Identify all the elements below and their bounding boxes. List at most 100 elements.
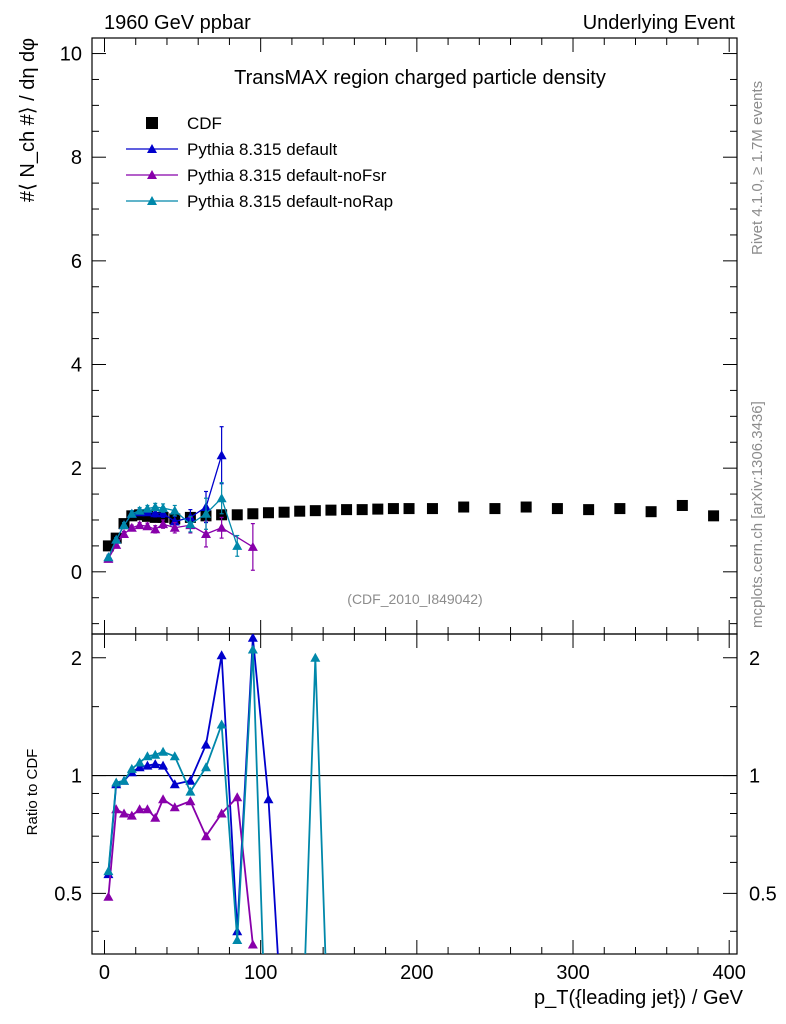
- series-pythia-8-315-default-nofsr: [103, 516, 258, 571]
- ratio-data-point: [216, 808, 227, 818]
- cdf-data-point: [356, 504, 368, 516]
- main-axis-ticks: 0 2 4 6 8 10: [60, 38, 737, 634]
- legend-label: CDF: [187, 114, 222, 133]
- header-right: Underlying Event: [583, 12, 736, 34]
- data-point: [142, 503, 153, 513]
- ratio-data-point: [119, 808, 130, 818]
- x-axis-label: p_T({leading jet}) / GeV: [534, 987, 744, 1009]
- ratio-series-pythia-8-315-default-nofsr: [103, 792, 258, 949]
- cdf-data-point: [645, 506, 657, 518]
- ratio-data-point: [158, 794, 169, 804]
- cdf-data-point: [403, 503, 415, 515]
- cdf-data-point: [278, 506, 290, 518]
- x-tick-label: 200: [400, 962, 433, 984]
- data-point: [150, 508, 161, 518]
- legend-label: Pythia 8.315 default-noRap: [187, 192, 393, 211]
- ratio-y-tick-label-right: 1: [749, 766, 760, 788]
- ratio-data-point: [134, 804, 145, 814]
- ratio-data-point: [169, 779, 180, 789]
- mcplots-label: mcplots.cern.ch [arXiv:1306.3436]: [749, 401, 766, 628]
- cdf-data-point: [247, 508, 259, 520]
- ratio-data-point: [169, 751, 180, 761]
- data-point: [201, 528, 212, 538]
- ratio-series-pythia-8-315-default: [103, 634, 279, 954]
- ratio-data-point: [201, 739, 212, 749]
- ratio-data-point: [201, 831, 212, 841]
- main-y-tick-label: 0: [71, 562, 82, 584]
- data-point: [126, 522, 137, 532]
- ratio-axis-ticks: 0.5 0.5 1 1 2 2 0 100 200 300 400: [54, 634, 777, 984]
- data-point: [150, 502, 161, 512]
- ratio-data-point: [201, 762, 212, 772]
- ratio-series-line: [107, 649, 327, 954]
- data-point: [216, 522, 227, 532]
- x-tick-label: 300: [556, 962, 589, 984]
- ratio-data-point: [126, 810, 137, 820]
- ratio-data-point: [134, 762, 145, 772]
- data-point: [111, 534, 122, 544]
- ratio-data-point: [247, 634, 258, 642]
- data-point: [169, 516, 180, 526]
- ratio-data-point: [142, 751, 153, 761]
- data-point: [126, 508, 137, 518]
- cdf-data-point: [426, 503, 438, 515]
- ratio-data-point: [169, 802, 180, 812]
- ratio-plot-marks: [103, 634, 327, 954]
- cdf-data-point: [551, 503, 563, 515]
- ratio-data-point: [310, 652, 321, 662]
- legend: CDF Pythia 8.315 default Pythia 8.315 defa…: [126, 114, 393, 211]
- cdf-data-point: [372, 503, 384, 515]
- legend-label: Pythia 8.315 default: [187, 140, 338, 159]
- data-point: [119, 520, 130, 530]
- legend-marker-triangle: [147, 144, 157, 153]
- cdf-data-point: [309, 505, 321, 517]
- main-y-tick-label: 6: [71, 251, 82, 273]
- data-point: [169, 505, 180, 515]
- ratio-panel-frame: [91, 633, 738, 955]
- data-point: [216, 493, 227, 503]
- cdf-data-point: [141, 510, 153, 522]
- data-point: [142, 521, 153, 531]
- data-point: [232, 540, 243, 550]
- ratio-data-point: [103, 866, 114, 876]
- ratio-data-point: [150, 812, 161, 822]
- main-y-tick-label: 2: [71, 458, 82, 480]
- cdf-data-point: [520, 501, 532, 513]
- cdf-data-point: [676, 499, 688, 511]
- data-point: [103, 552, 114, 562]
- main-plot-marks: [102, 426, 720, 571]
- data-point: [201, 508, 212, 518]
- analysis-watermark: (CDF_2010_I849042): [347, 591, 482, 607]
- ratio-y-tick-label-left: 2: [71, 648, 82, 670]
- data-point: [247, 541, 258, 551]
- cdf-data-point: [294, 505, 306, 517]
- cdf-data-point: [583, 504, 595, 516]
- cdf-data-point: [216, 509, 228, 521]
- ratio-data-point: [158, 760, 169, 770]
- series-pythia-8-315-default-norap: [103, 482, 243, 562]
- ratio-data-point: [126, 763, 137, 773]
- legend-marker-triangle: [147, 170, 157, 179]
- ratio-data-point: [103, 891, 114, 901]
- ratio-data-point: [263, 794, 274, 804]
- ratio-data-point: [185, 796, 196, 806]
- ratio-data-point: [111, 777, 122, 787]
- data-point: [150, 524, 161, 534]
- ratio-data-point: [247, 939, 258, 949]
- cdf-data-point: [458, 501, 470, 513]
- ratio-y-tick-label-left: 0.5: [54, 883, 82, 905]
- ratio-data-point: [216, 719, 227, 729]
- data-point: [185, 519, 196, 529]
- legend-marker-triangle: [147, 196, 157, 205]
- ratio-data-point: [232, 792, 243, 802]
- x-tick-label: 400: [713, 962, 746, 984]
- ratio-series-pythia-8-315-default-norap: [103, 644, 327, 954]
- ratio-data-point: [119, 775, 130, 785]
- ratio-data-point: [216, 650, 227, 660]
- main-y-tick-label: 10: [60, 44, 82, 66]
- data-point: [134, 505, 145, 515]
- cdf-data-point: [341, 504, 353, 516]
- data-point: [119, 528, 130, 538]
- cdf-data-point: [102, 540, 114, 552]
- legend-marker-square: [146, 117, 158, 129]
